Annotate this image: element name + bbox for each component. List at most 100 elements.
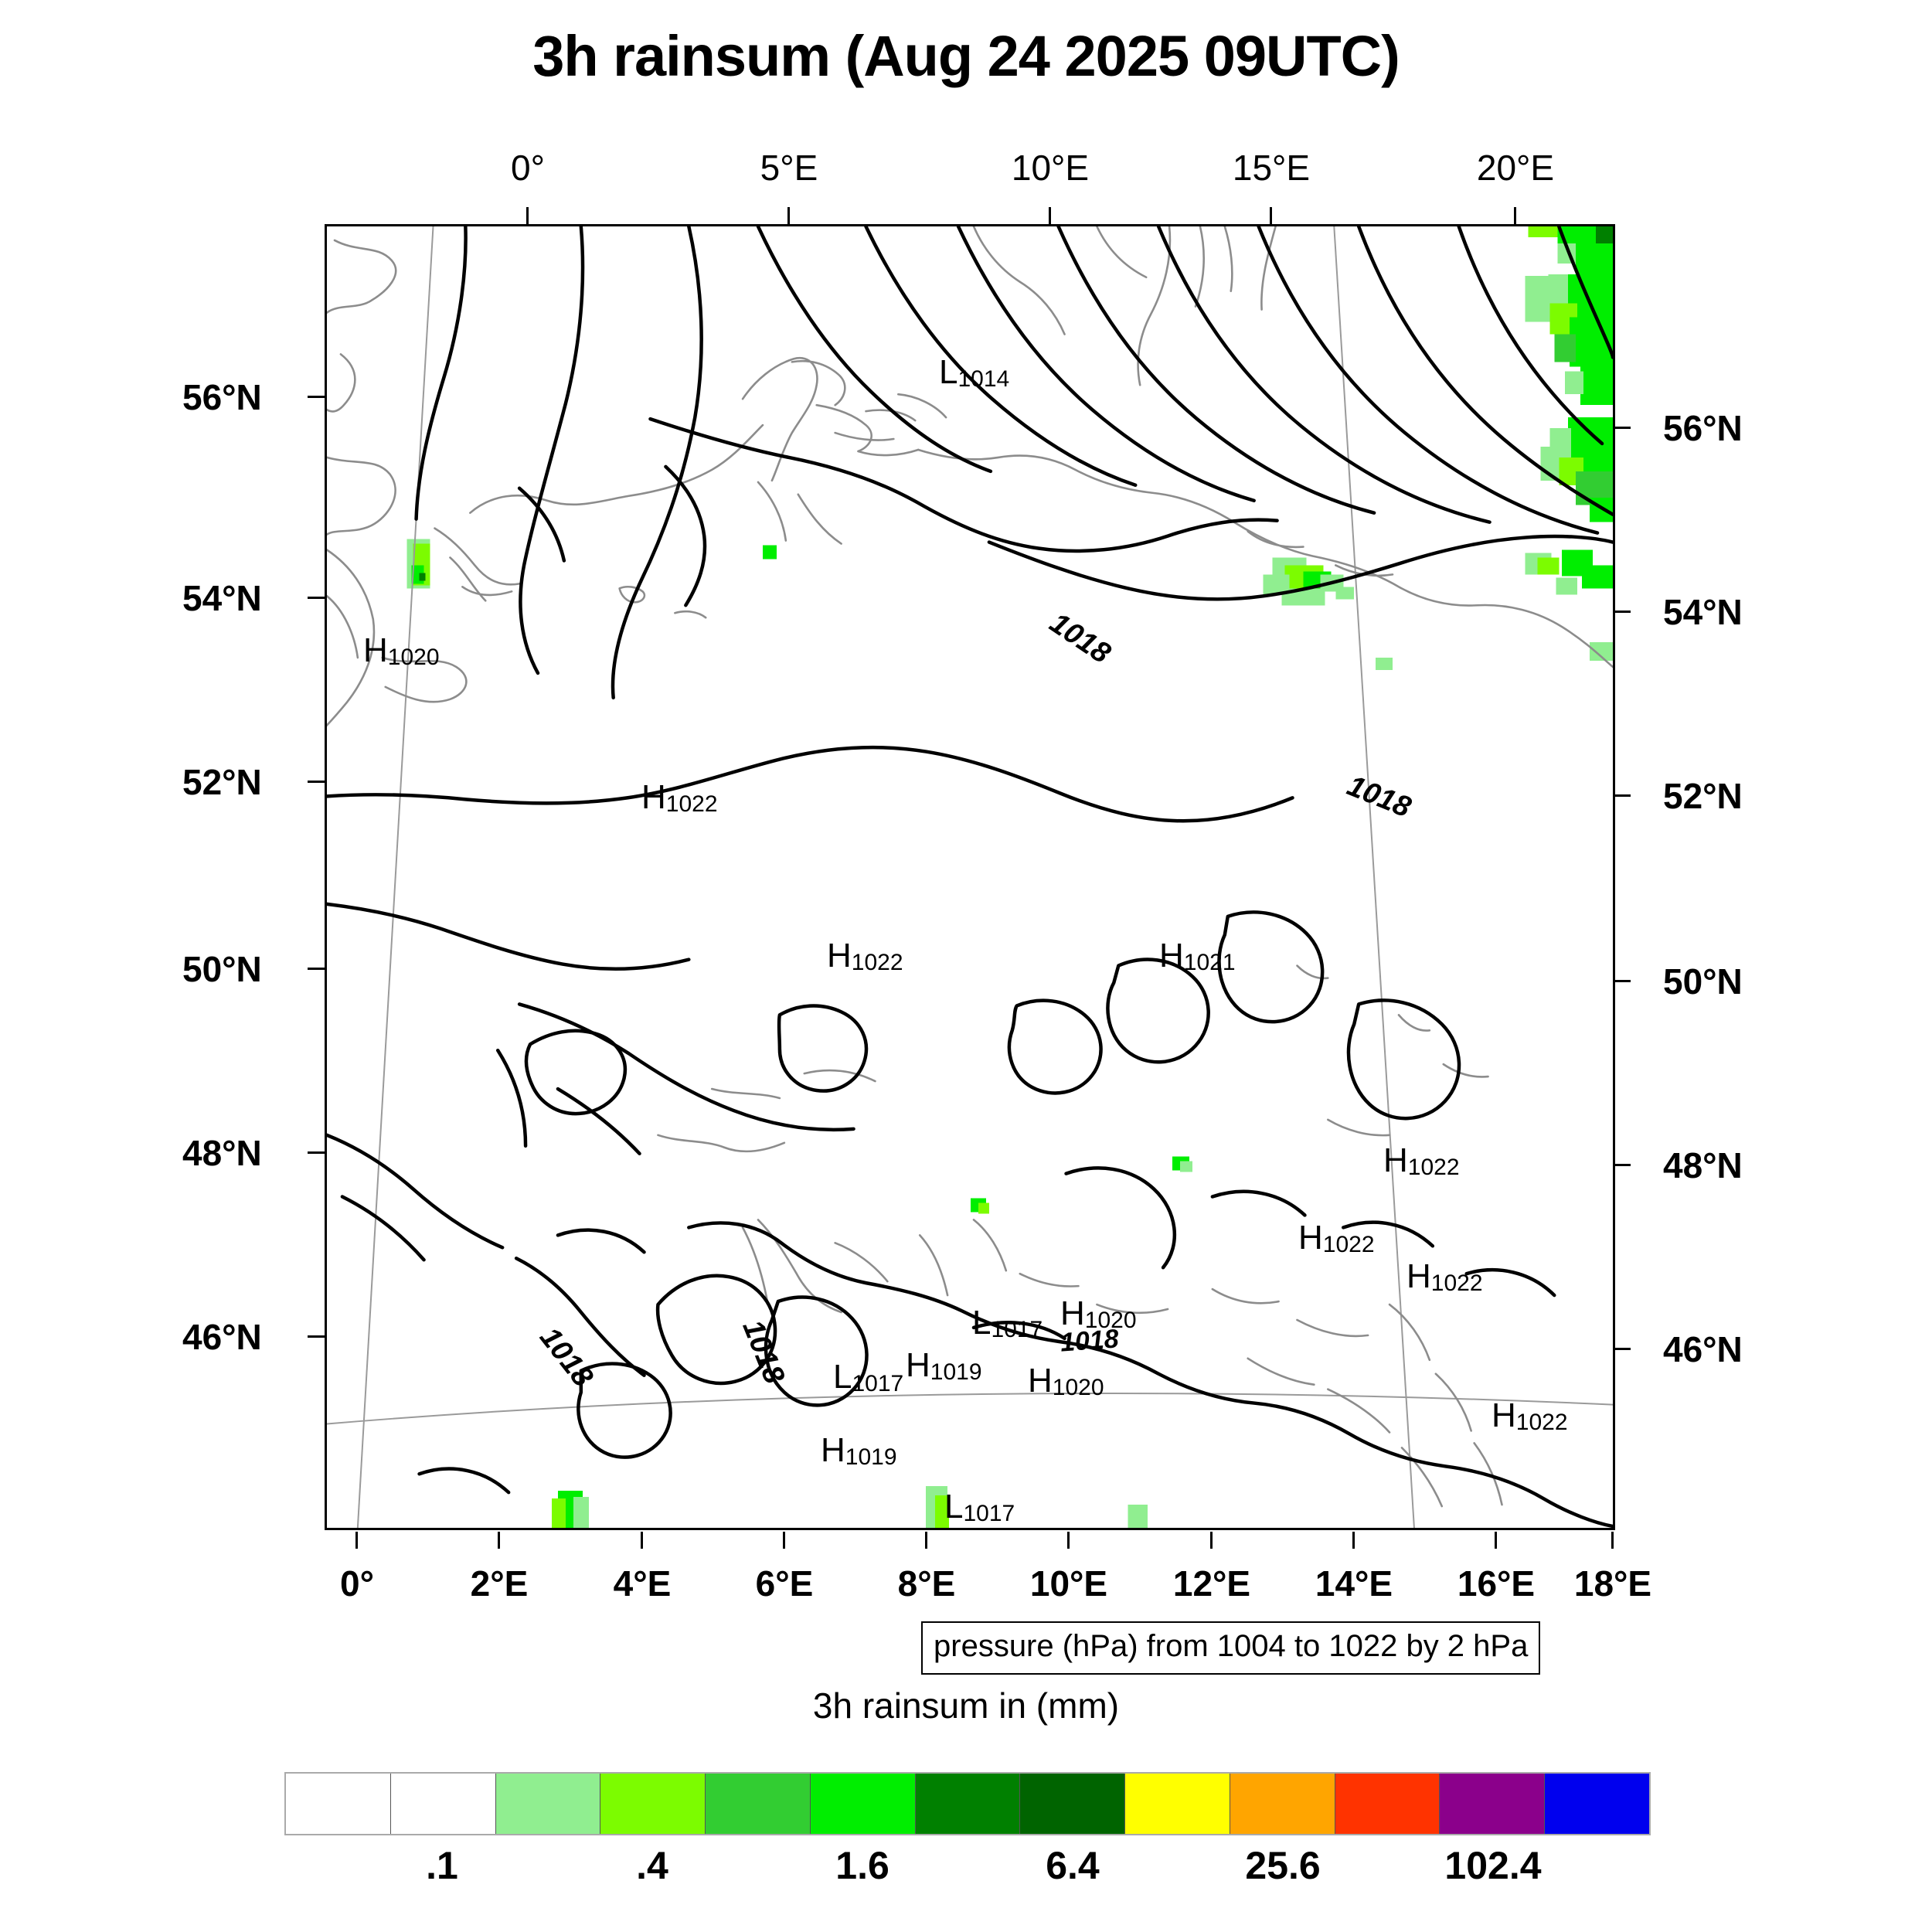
isobar-contours xyxy=(327,226,1613,1528)
pressure-center-value: 1020 xyxy=(1084,1308,1137,1334)
left-tick-label: 50°N xyxy=(182,949,262,989)
top-tick-label: 0° xyxy=(511,148,545,188)
coastlines-and-borders xyxy=(327,226,1613,1508)
pressure-center-type: H xyxy=(1028,1362,1053,1400)
left-tick-label: 46°N xyxy=(182,1317,262,1357)
pressure-center-type: L xyxy=(939,353,958,391)
colorbar-tick-labels: .1 .4 1.6 6.4 25.6 102.4 xyxy=(284,1843,1651,1897)
bottom-tick-label: 16°E xyxy=(1457,1563,1536,1604)
bottom-tick-label: 0° xyxy=(340,1563,374,1604)
bottom-tick-label: 4°E xyxy=(613,1563,672,1604)
pressure-center-value: 1022 xyxy=(1322,1232,1375,1258)
right-tick-label: 54°N xyxy=(1663,592,1743,632)
right-tick-label: 50°N xyxy=(1663,961,1743,1002)
pressure-center-type: L xyxy=(833,1358,852,1396)
top-tick-label: 10°E xyxy=(1011,148,1090,188)
pressure-center-value: 1014 xyxy=(957,366,1010,393)
pressure-center-value: 1020 xyxy=(387,645,440,671)
pressure-center-L-1017-west: L1017 xyxy=(833,1360,903,1396)
pressure-center-type: H xyxy=(363,631,388,669)
pressure-center-type: H xyxy=(1492,1396,1516,1434)
pressure-center-type: H xyxy=(906,1346,930,1384)
pressure-center-value: 1022 xyxy=(1430,1270,1483,1297)
colorbar-cell-10[interactable] xyxy=(1335,1774,1440,1834)
pressure-center-value: 1019 xyxy=(930,1359,982,1386)
bottom-tick-label: 8°E xyxy=(897,1563,956,1604)
pressure-center-value: 1022 xyxy=(665,791,718,818)
pressure-center-type: L xyxy=(972,1304,992,1342)
page-title: 3h rainsum (Aug 24 2025 09UTC) xyxy=(532,24,1400,88)
colorbar-cell-0[interactable] xyxy=(286,1774,391,1834)
right-tick-label: 46°N xyxy=(1663,1329,1743,1369)
colorbar-caption: 3h rainsum in (mm) xyxy=(812,1685,1120,1726)
colorbar-tick-label: .4 xyxy=(636,1844,668,1887)
pressure-center-H-1020-uk: H1020 xyxy=(363,634,440,669)
colorbar-cell-8[interactable] xyxy=(1125,1774,1230,1834)
left-tick-label: 48°N xyxy=(182,1133,262,1173)
pressure-center-value: 1017 xyxy=(852,1371,904,1397)
pressure-center-type: H xyxy=(1060,1294,1085,1332)
precipitation-shading xyxy=(406,226,1613,1528)
colorbar-tick-label: 1.6 xyxy=(835,1844,889,1887)
top-tick-label: 15°E xyxy=(1232,148,1311,188)
pressure-center-H-1022-se: H1022 xyxy=(1492,1399,1568,1434)
colorbar-cell-9[interactable] xyxy=(1230,1774,1335,1834)
pressure-center-H-1020-lower: H1020 xyxy=(1028,1364,1104,1400)
pressure-center-value: 1021 xyxy=(1183,950,1236,976)
pressure-center-value: 1017 xyxy=(963,1501,1015,1527)
right-tick-label: 48°N xyxy=(1663,1145,1743,1185)
pressure-center-H-1022-e47: H1022 xyxy=(1298,1221,1375,1257)
colorbar-cell-6[interactable] xyxy=(915,1774,1021,1834)
bottom-tick-label: 18°E xyxy=(1573,1563,1652,1604)
right-tick-label: 56°N xyxy=(1663,408,1743,448)
pressure-center-H-1021: H1021 xyxy=(1159,939,1236,975)
bottom-tick-label: 2°E xyxy=(470,1563,529,1604)
colorbar-cell-12[interactable] xyxy=(1545,1774,1649,1834)
pressure-center-H-1019-sw: H1019 xyxy=(821,1434,897,1469)
map-plot-area[interactable] xyxy=(325,224,1615,1530)
pressure-center-type: H xyxy=(1406,1257,1431,1295)
map-canvas xyxy=(327,226,1613,1528)
pressure-center-L-1014: L1014 xyxy=(939,355,1009,391)
contour-label-1018-alps: 1018 xyxy=(1059,1324,1120,1358)
colorbar-cell-11[interactable] xyxy=(1440,1774,1546,1834)
graticule-lines xyxy=(327,226,1613,1528)
colorbar-tick-label: 6.4 xyxy=(1046,1844,1100,1887)
pressure-center-type: H xyxy=(641,778,666,816)
pressure-center-type: H xyxy=(827,937,852,975)
top-tick-label: 20°E xyxy=(1476,148,1555,188)
pressure-center-value: 1017 xyxy=(991,1317,1043,1343)
left-tick-label: 54°N xyxy=(182,578,262,618)
colorbar[interactable] xyxy=(284,1772,1651,1835)
pressure-center-L-1017-alps: L1017 xyxy=(972,1306,1043,1342)
pressure-center-type: H xyxy=(1383,1141,1408,1179)
pressure-center-type: H xyxy=(1298,1219,1323,1257)
pressure-center-type: L xyxy=(944,1488,964,1526)
right-tick-label: 52°N xyxy=(1663,776,1743,816)
colorbar-tick-label: 102.4 xyxy=(1444,1844,1542,1887)
colorbar-tick-label: .1 xyxy=(426,1844,458,1887)
pressure-center-H-1019-swiss: H1019 xyxy=(906,1349,982,1384)
pressure-center-H-1022-be: H1022 xyxy=(641,781,718,816)
bottom-tick-label: 12°E xyxy=(1172,1563,1251,1604)
pressure-center-L-1017-bottom: L1017 xyxy=(944,1490,1015,1526)
pressure-center-H-1020-alps: H1020 xyxy=(1060,1297,1137,1332)
colorbar-cell-4[interactable] xyxy=(706,1774,811,1834)
bottom-tick-label: 14°E xyxy=(1315,1563,1393,1604)
colorbar-cell-3[interactable] xyxy=(600,1774,706,1834)
colorbar-cell-1[interactable] xyxy=(390,1774,496,1834)
colorbar-cell-5[interactable] xyxy=(810,1774,916,1834)
pressure-contour-note: pressure (hPa) from 1004 to 1022 by 2 hP… xyxy=(921,1621,1541,1675)
top-tick-label: 5°E xyxy=(760,148,818,188)
pressure-center-value: 1022 xyxy=(1407,1155,1460,1181)
pressure-center-value: 1020 xyxy=(1052,1375,1104,1401)
colorbar-cell-7[interactable] xyxy=(1020,1774,1126,1834)
bottom-tick-label: 10°E xyxy=(1029,1563,1108,1604)
colorbar-cell-2[interactable] xyxy=(495,1774,601,1834)
pressure-center-value: 1019 xyxy=(845,1444,897,1471)
pressure-center-H-1022-central: H1022 xyxy=(827,939,903,975)
colorbar-tick-label: 25.6 xyxy=(1245,1844,1321,1887)
pressure-center-type: H xyxy=(821,1431,845,1469)
left-tick-label: 52°N xyxy=(182,762,262,802)
